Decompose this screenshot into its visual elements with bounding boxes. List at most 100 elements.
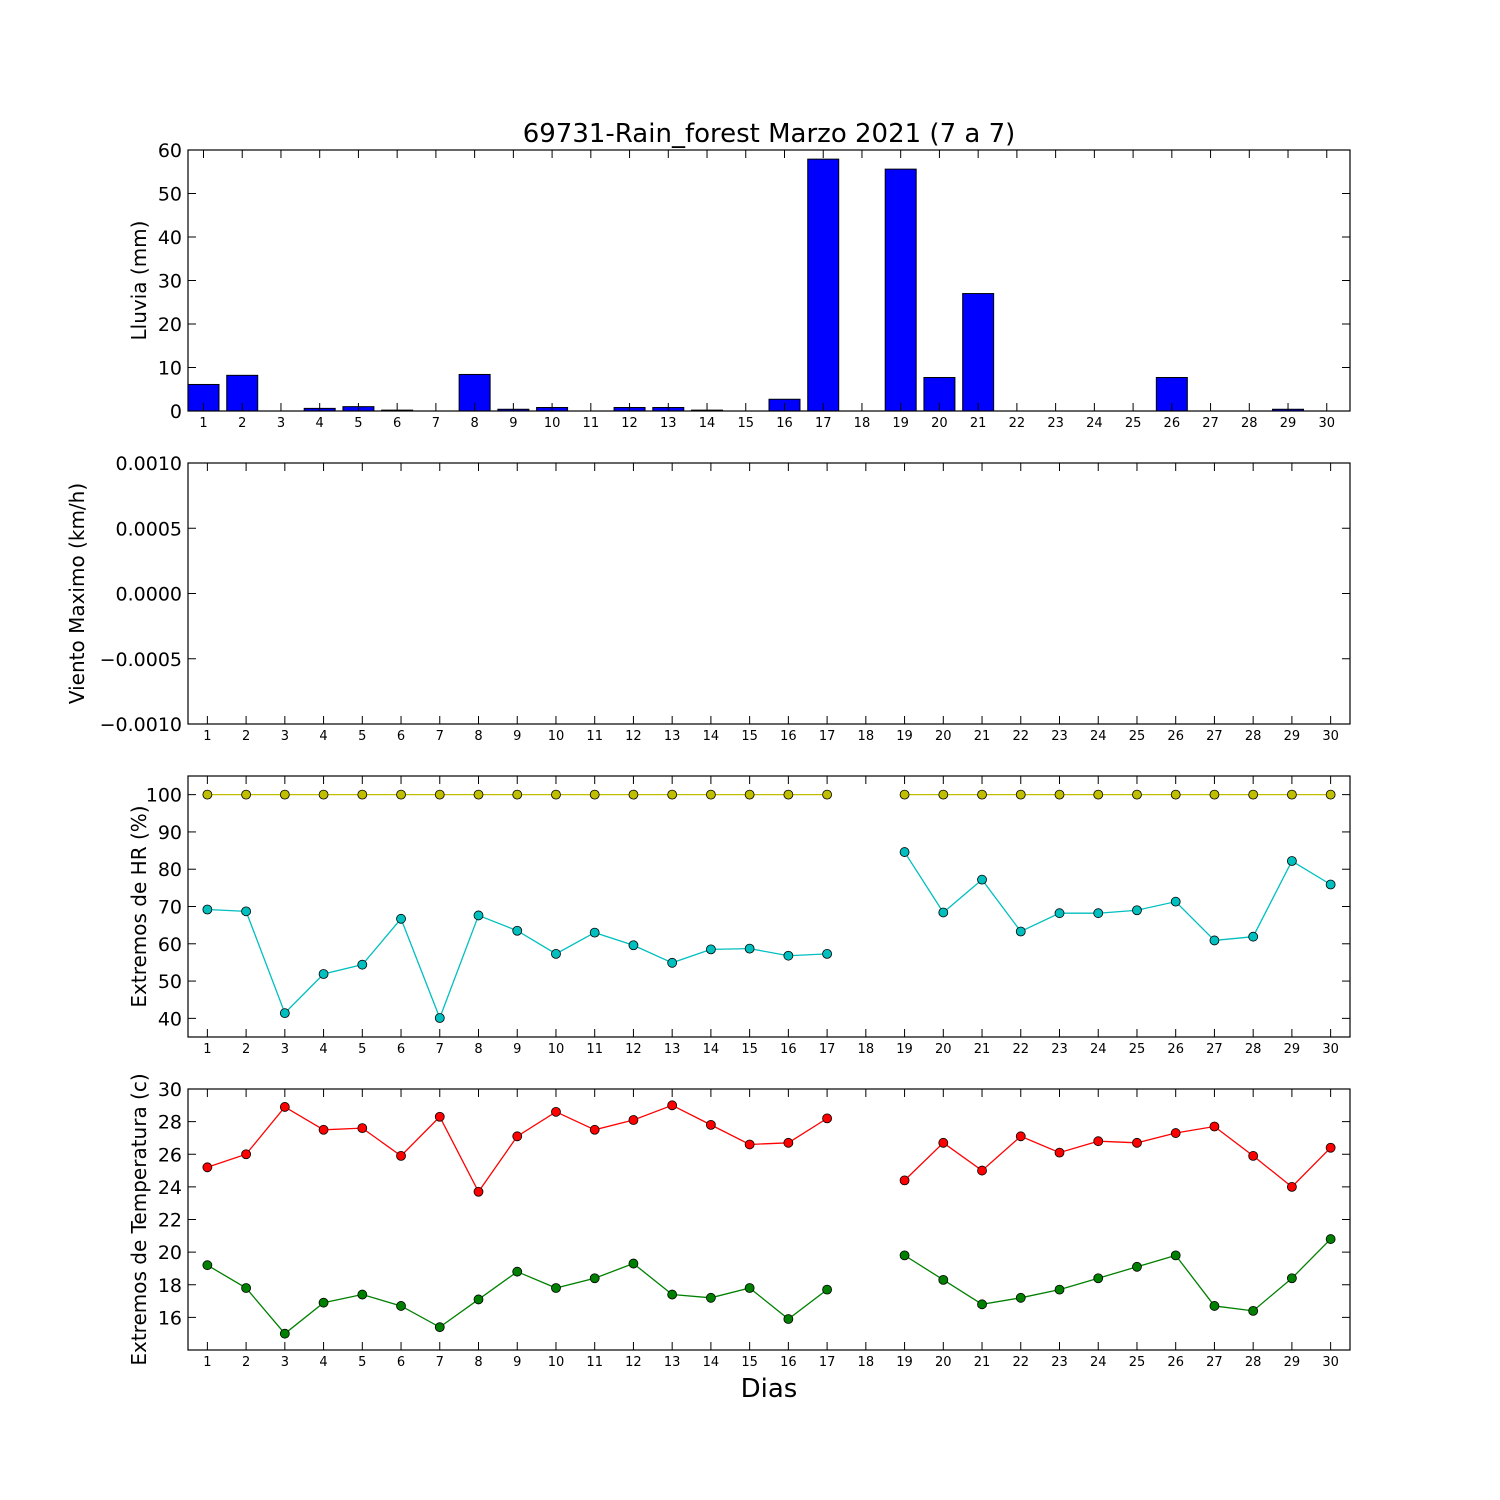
temperature-point-day-1 — [202, 1260, 213, 1271]
humidity-point-day-11 — [589, 789, 600, 800]
temperature-xtick-label: 6 — [397, 1355, 405, 1370]
humidity-xtick-label: 17 — [819, 1042, 836, 1057]
temperature-point-day-16 — [783, 1137, 794, 1148]
temperature-point-day-23 — [1054, 1284, 1065, 1295]
humidity-ytick-label: 50 — [158, 971, 182, 993]
humidity-point-day-9 — [512, 925, 523, 936]
humidity-xtick-label: 18 — [858, 1042, 875, 1057]
humidity-ytick-label: 70 — [158, 897, 182, 919]
humidity-xtick-label: 8 — [474, 1042, 482, 1057]
wind-xtick-label: 2 — [242, 729, 250, 744]
wind-xtick-label: 23 — [1051, 729, 1068, 744]
wind-xtick-label: 25 — [1129, 729, 1146, 744]
temperature-ytick-label: 30 — [158, 1079, 182, 1101]
humidity-point-day-5 — [357, 959, 368, 970]
humidity-xtick-label: 20 — [935, 1042, 952, 1057]
rain-xtick-label: 25 — [1125, 416, 1142, 431]
rain-xtick-label: 3 — [277, 416, 285, 431]
humidity-point-day-14 — [706, 789, 716, 800]
bar-day-17 — [807, 158, 840, 412]
humidity-point-day-24 — [1093, 789, 1104, 800]
wind-xtick-label: 18 — [858, 729, 875, 744]
humidity-xtick-label: 6 — [397, 1042, 405, 1057]
humidity-point-day-7 — [434, 1013, 445, 1023]
humidity-xtick-label: 30 — [1322, 1042, 1339, 1057]
humidity-xtick-label: 3 — [281, 1042, 289, 1057]
temperature-xtick-label: 2 — [242, 1355, 250, 1370]
bar-day-19 — [884, 168, 917, 412]
temperature-point-day-23 — [1054, 1147, 1065, 1158]
humidity-point-day-4 — [318, 789, 329, 800]
rain-xtick-label: 29 — [1280, 416, 1297, 431]
temperature-ytick-label: 28 — [158, 1112, 182, 1134]
temperature-point-day-16 — [783, 1314, 794, 1324]
humidity-xtick-label: 25 — [1129, 1042, 1146, 1057]
humidity-point-day-12 — [628, 789, 639, 800]
temperature-xtick-label: 19 — [896, 1355, 913, 1370]
rain-xtick-label: 26 — [1164, 416, 1181, 431]
temperature-point-day-30 — [1325, 1142, 1336, 1153]
x-axis-label: Dias — [741, 1374, 798, 1404]
temperature-point-day-25 — [1132, 1261, 1142, 1272]
humidity-xtick-label: 24 — [1090, 1042, 1107, 1057]
humidity-point-day-7 — [434, 789, 445, 800]
temperature-xtick-label: 16 — [780, 1355, 797, 1370]
temperature-point-day-17 — [822, 1284, 832, 1295]
humidity-point-day-29 — [1287, 856, 1297, 866]
rain-xtick-label: 5 — [354, 416, 362, 431]
temperature-ytick-label: 24 — [158, 1177, 182, 1199]
humidity-point-day-2 — [241, 906, 252, 917]
rain-xtick-label: 10 — [544, 416, 561, 431]
temperature-xtick-label: 30 — [1322, 1355, 1339, 1370]
humidity-point-day-26 — [1170, 789, 1181, 800]
temperature-point-day-13 — [667, 1100, 678, 1111]
wind-xtick-label: 22 — [1012, 729, 1029, 744]
temperature-point-day-25 — [1132, 1137, 1142, 1148]
humidity-point-day-9 — [512, 789, 523, 800]
temperature-point-day-12 — [628, 1258, 639, 1269]
humidity-xtick-label: 1 — [203, 1042, 211, 1057]
rain-xtick-label: 20 — [931, 416, 948, 431]
humidity-xtick-label: 13 — [664, 1042, 681, 1057]
humidity-xtick-label: 28 — [1245, 1042, 1262, 1057]
temperature-ytick-label: 26 — [158, 1144, 182, 1166]
humidity-ytick-label: 80 — [158, 859, 182, 881]
humidity-point-day-6 — [396, 913, 406, 924]
rain-xtick-label: 12 — [621, 416, 638, 431]
humidity-series-2 — [202, 847, 1336, 1023]
temperature-point-day-13 — [667, 1289, 678, 1300]
temperature-ytick-label: 16 — [158, 1307, 182, 1329]
temperature-point-day-7 — [434, 1322, 445, 1333]
humidity-xtick-label: 15 — [741, 1042, 758, 1057]
temperature-ytick-label: 22 — [158, 1210, 182, 1232]
temperature-xtick-label: 5 — [358, 1355, 366, 1370]
temperature-point-day-7 — [434, 1111, 445, 1122]
temperature-xtick-label: 11 — [586, 1355, 603, 1370]
wind-xtick-label: 4 — [319, 729, 327, 744]
rain-xtick-label: 22 — [1009, 416, 1026, 431]
temperature-xtick-label: 15 — [741, 1355, 758, 1370]
humidity-xtick-label: 23 — [1051, 1042, 1068, 1057]
temperature-xtick-label: 24 — [1090, 1355, 1107, 1370]
humidity-xtick-label: 9 — [513, 1042, 521, 1057]
humidity-point-day-4 — [318, 969, 329, 979]
temperature-xtick-label: 22 — [1012, 1355, 1029, 1370]
humidity-point-day-22 — [1015, 789, 1026, 800]
humidity-point-day-1 — [202, 789, 213, 800]
rain-ytick-label: 30 — [158, 271, 182, 293]
temperature-point-day-22 — [1015, 1131, 1026, 1142]
wind-xtick-label: 21 — [974, 729, 991, 744]
wind-ytick-label: −0.0010 — [100, 714, 182, 736]
temperature-xtick-label: 8 — [474, 1355, 482, 1370]
humidity-xtick-label: 4 — [319, 1042, 327, 1057]
humidity-point-day-19 — [899, 789, 910, 800]
rain-ytick-label: 50 — [158, 184, 182, 206]
humidity-point-day-15 — [744, 789, 755, 800]
rain-xtick-label: 8 — [470, 416, 478, 431]
humidity-point-day-8 — [473, 789, 484, 800]
temperature-xtick-label: 3 — [281, 1355, 289, 1370]
humidity-point-day-13 — [667, 957, 678, 968]
rain-ytick-label: 10 — [158, 358, 182, 380]
